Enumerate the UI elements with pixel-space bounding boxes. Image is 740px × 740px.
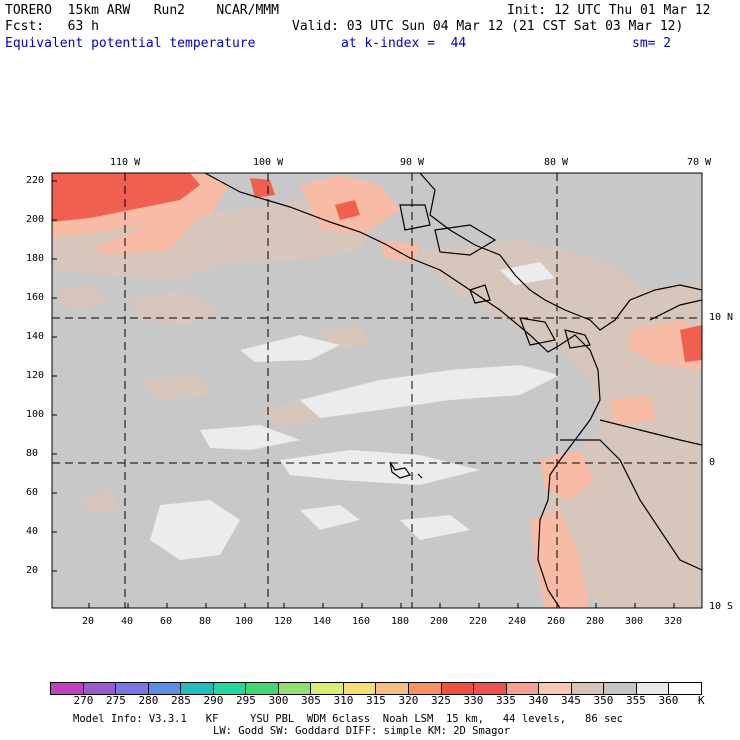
x-tick-label: 320 — [664, 616, 683, 627]
colorbar-level-label: 350 — [593, 694, 614, 707]
x-tick-label: 80 — [199, 616, 212, 627]
lon-label-90w: 90 W — [400, 157, 425, 168]
x-tick-label: 20 — [82, 616, 95, 627]
y-tick-label: 80 — [26, 448, 39, 459]
colorbar — [50, 682, 702, 695]
x-tick-label: 60 — [160, 616, 173, 627]
lon-label-70w: 70 W — [687, 157, 712, 168]
colorbar-swatch — [409, 683, 442, 694]
lon-label-110w: 110 W — [110, 157, 141, 168]
colorbar-swatch — [636, 683, 670, 694]
colorbar-level-label: 330 — [463, 694, 484, 707]
colorbar-swatch — [83, 683, 117, 694]
x-tick-label: 160 — [352, 616, 371, 627]
lon-label-100w: 100 W — [253, 157, 284, 168]
colorbar-swatch — [571, 683, 605, 694]
y-tick-label: 200 — [26, 214, 45, 225]
x-tick-label: 140 — [313, 616, 332, 627]
y-tick-label: 220 — [26, 175, 45, 186]
colorbar-swatch — [441, 683, 475, 694]
colorbar-swatch — [181, 683, 214, 694]
forecast-hour: Fcst: 63 h — [5, 19, 99, 34]
theta-e-330-340-areas — [52, 173, 702, 362]
colorbar-level-label: 345 — [561, 694, 581, 707]
colorbar-swatch — [246, 683, 279, 694]
y-tick-label: 140 — [26, 331, 45, 342]
y-tick-label: 60 — [26, 487, 39, 498]
colorbar-level-label: 320 — [398, 694, 419, 707]
colorbar-level-label: 295 — [236, 694, 256, 707]
init-time: Init: 12 UTC Thu 01 Mar 12 — [507, 3, 711, 18]
x-tick-label: 220 — [469, 616, 488, 627]
colorbar-swatch — [311, 683, 344, 694]
colorbar-swatch — [116, 683, 149, 694]
y-tick-label: 180 — [26, 253, 45, 264]
field-name: Equivalent potential temperature — [5, 36, 256, 51]
x-tick-label: 300 — [625, 616, 644, 627]
colorbar-swatch — [604, 683, 637, 694]
lat-label-10s: 10 S — [709, 601, 734, 612]
x-tick-label: 200 — [430, 616, 449, 627]
colorbar-level-label: 340 — [528, 694, 549, 707]
colorbar-level-label: 300 — [268, 694, 289, 707]
theta-e-355-360-areas — [150, 262, 560, 560]
colorbar-level-label: 270 — [73, 694, 94, 707]
colorbar-level-label: 355 — [626, 694, 646, 707]
colorbar-level-label: 315 — [366, 694, 386, 707]
colorbar-level-label: 285 — [171, 694, 191, 707]
colorbar-swatch — [506, 683, 540, 694]
map-frame — [51, 172, 703, 609]
colorbar-swatch — [148, 683, 182, 694]
colorbar-swatch — [51, 683, 84, 694]
coastlines — [204, 173, 702, 608]
y-tick-label: 40 — [26, 526, 39, 537]
x-tick-label: 280 — [586, 616, 605, 627]
colorbar-level-label: 360 — [658, 694, 679, 707]
physics-info: LW: Godd SW: Goddard DIFF: simple KM: 2D… — [213, 725, 511, 737]
colorbar-swatch — [539, 683, 572, 694]
lat-lon-grid — [52, 173, 702, 608]
colorbar-swatch — [278, 683, 312, 694]
colorbar-level-label: 305 — [301, 694, 321, 707]
colorbar-swatch — [474, 683, 507, 694]
y-tick-label: 100 — [26, 409, 45, 420]
y-tick-label: 20 — [26, 565, 39, 576]
colorbar-swatch — [343, 683, 377, 694]
y-tick-label: 160 — [26, 292, 45, 303]
lat-label-0: 0 — [709, 457, 716, 468]
colorbar-swatch — [213, 683, 247, 694]
lon-label-80w: 80 W — [544, 157, 569, 168]
colorbar-level-label: 290 — [203, 694, 224, 707]
valid-time: Valid: 03 UTC Sun 04 Mar 12 (21 CST Sat … — [292, 19, 684, 34]
model-title: TORERO 15km ARW Run2 NCAR/MMM — [5, 3, 279, 18]
map-ticks — [52, 180, 675, 608]
colorbar-level-label: 310 — [333, 694, 354, 707]
model-info: Model Info: V3.3.1 KF YSU PBL WDM 6class… — [73, 713, 623, 725]
level-index: at k-index = 44 — [341, 36, 467, 51]
x-tick-label: 40 — [121, 616, 134, 627]
x-tick-label: 240 — [508, 616, 527, 627]
colorbar-level-label: 325 — [431, 694, 451, 707]
x-tick-label: 120 — [274, 616, 293, 627]
colorbar-unit: K — [698, 694, 705, 707]
x-tick-label: 260 — [547, 616, 566, 627]
colorbar-swatch — [669, 683, 701, 694]
y-tick-label: 120 — [26, 370, 45, 381]
colorbar-level-label: 335 — [496, 694, 516, 707]
colorbar-level-label: 275 — [106, 694, 126, 707]
colorbar-swatch — [376, 683, 410, 694]
lat-label-10n: 10 N — [709, 312, 734, 323]
x-tick-label: 180 — [391, 616, 410, 627]
x-tick-label: 100 — [235, 616, 254, 627]
smoothing: sm= 2 — [632, 36, 672, 51]
colorbar-level-label: 280 — [138, 694, 159, 707]
